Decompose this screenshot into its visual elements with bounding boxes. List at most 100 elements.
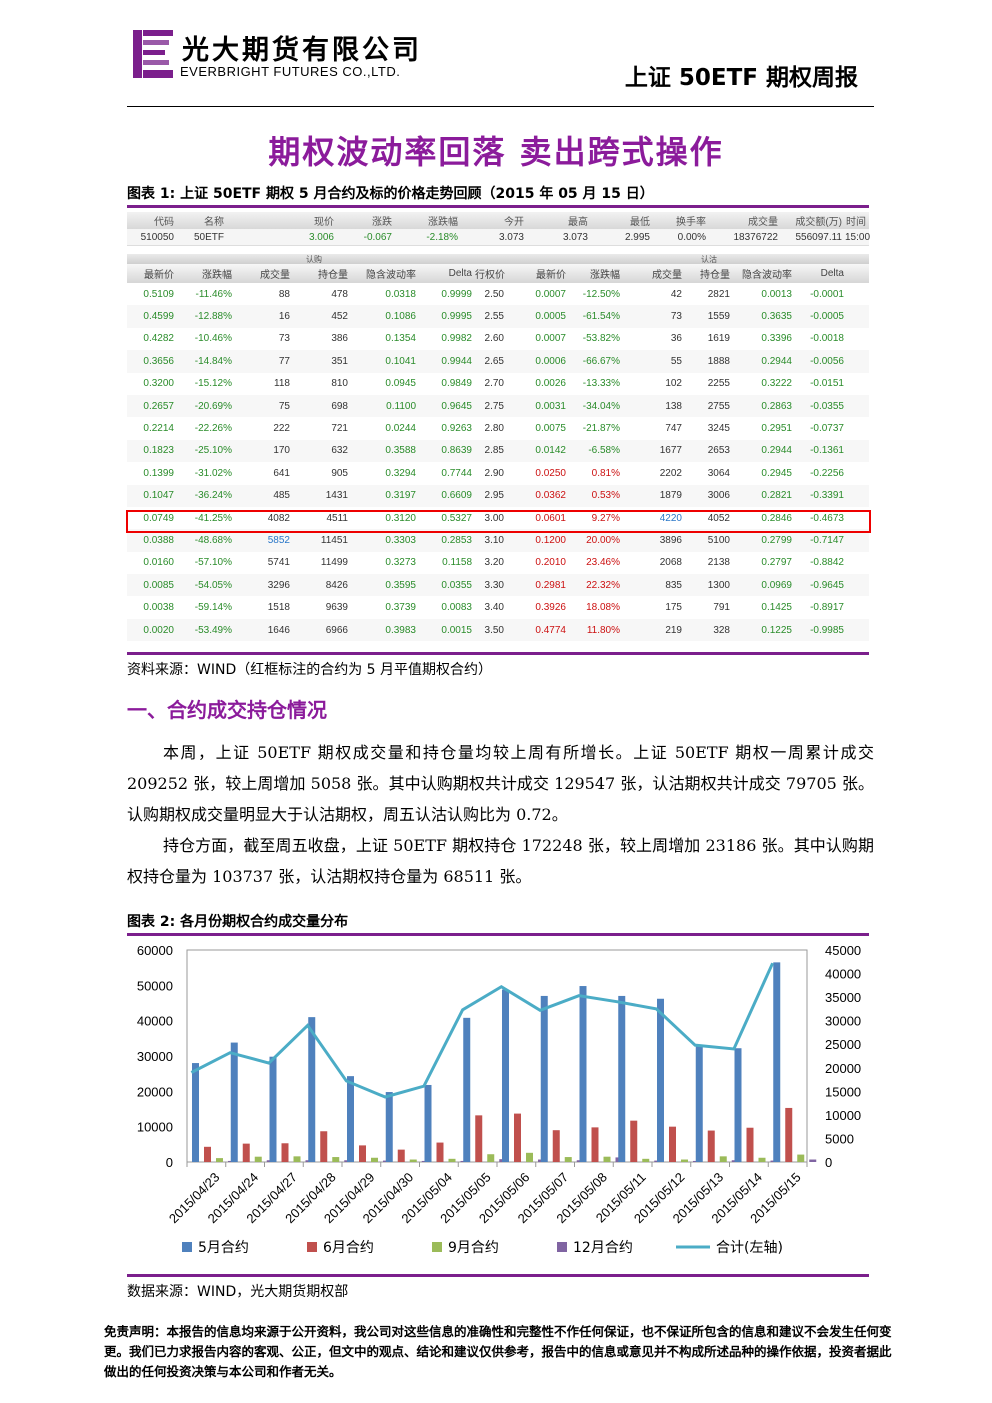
bar [695,1044,703,1162]
option-cell: 1518 [267,602,290,614]
option-cell: -0.8842 [810,557,844,569]
option-cell: 2068 [659,557,682,569]
y-right-tick-label: 40000 [825,967,861,982]
option-cell: 0.3273 [385,557,416,569]
option-cell: -15.12% [194,378,232,390]
summary-value-cell: -0.067 [363,231,392,243]
option-cell: 1879 [659,490,682,502]
option-cell: 0.4282 [143,333,174,345]
option-cell: 351 [331,355,348,367]
y-left-tick-label: 60000 [137,943,173,958]
option-cell: -41.25% [194,512,232,524]
bar [463,1017,471,1162]
option-cell: 747 [665,423,682,435]
option-cell: 0.0160 [143,557,174,569]
option-cell: 0.3983 [385,624,416,636]
option-cell: 0.2853 [441,534,472,546]
option-cell: 0.1047 [143,490,174,502]
option-cell: 1619 [707,333,730,345]
option-cell: 0.0355 [441,579,472,591]
option-cell: 1888 [707,355,730,367]
y-right-tick-label: 30000 [825,1014,861,1029]
column-header-cell: 成交量 [260,270,290,281]
legend-label: 6月合约 [323,1240,374,1256]
column-header-cell: 最新价 [536,270,566,281]
summary-value-cell: 50ETF [193,231,224,243]
y-right-tick-label: 20000 [825,1061,861,1076]
option-cell: 3.50 [484,624,504,636]
bar [216,1158,223,1162]
option-cell: 0.0244 [385,423,416,435]
paragraph-2: 持仓方面，截至周五收盘，上证 50ETF 期权持仓 172248 张，较上周增加… [127,836,874,886]
option-cell: 0.2944 [761,445,792,457]
bar [526,1152,533,1162]
option-cell: 0.0083 [441,602,472,614]
bar [591,1127,599,1162]
bar [618,995,626,1162]
bar [564,1157,572,1162]
option-cell: 0.2951 [761,423,792,435]
y-left-tick-label: 20000 [137,1084,173,1099]
option-cell: 0.81% [591,467,620,479]
option-cell: 0.0601 [535,512,566,524]
option-cell: 0.4774 [535,624,566,636]
option-cell: 485 [273,490,290,502]
legend-label: 合计(左轴) [716,1240,783,1256]
company-name-en: EVERBRIGHT FUTURES CO.,LTD. [180,64,401,79]
option-cell: 6966 [325,624,348,636]
option-cell: 75 [278,400,290,412]
option-cell: 0.9982 [441,333,472,345]
option-cell: 0.0007 [535,288,566,300]
option-cell: 0.3739 [385,602,416,614]
option-cell: 1300 [707,579,730,591]
summary-header-cell: 现价 [314,217,334,228]
section-body: 本周，上证 50ETF 期权成交量和持仓量均较上周有所增长。上证 50ETF 期… [127,737,874,892]
option-cell: 3896 [659,534,682,546]
option-row: 0.0749 -41.25% 4082 4511 0.3120 0.5327 3.00 0.0… [127,507,869,529]
option-cell: 0.2821 [761,490,792,502]
option-cell: -31.02% [194,467,232,479]
option-cell: 11499 [320,557,348,569]
option-cell: -12.50% [582,288,620,300]
option-cell: 3296 [267,579,290,591]
option-row: 0.2214 -22.26% 222 721 0.0244 0.9263 2.80 0.007… [127,417,869,439]
column-header-cell: 涨跌幅 [202,270,232,281]
option-cell: 0.1823 [143,445,174,457]
option-cell: 0.9999 [441,288,472,300]
option-cell: 0.1354 [385,333,416,345]
option-cell: 0.2657 [143,400,174,412]
company-name-cn: 光大期货有限公司 [182,35,422,66]
option-cell: -25.10% [194,445,232,457]
option-cell: 0.0038 [143,602,174,614]
bar [424,1084,432,1162]
option-cell: -0.0018 [810,333,844,345]
bar [502,989,509,1162]
y-right-tick-label: 10000 [825,1108,861,1123]
option-cell: 1677 [659,445,682,457]
option-cell: 222 [273,423,290,435]
summary-header-cell: 涨跌幅 [428,217,458,228]
option-cell: -57.10% [194,557,232,569]
option-cell: 9639 [325,602,348,614]
option-row: 0.1047 -36.24% 485 1431 0.3197 0.6609 2.95 0.03… [127,484,869,507]
option-cell: 0.0006 [535,355,566,367]
summary-header-cell: 今开 [504,217,524,228]
option-cell: -59.14% [194,602,232,614]
option-cell: 0.1100 [386,400,416,412]
option-cell: -53.82% [582,333,620,345]
summary-value-cell: 3.073 [562,231,588,243]
figure2-caption: 图表 2: 各月份期权合约成交量分布 [127,914,349,930]
column-header-cell: 成交量 [652,270,682,281]
option-cell: -53.49% [194,624,232,636]
option-cell: 0.0945 [385,378,416,390]
option-cell: 0.9645 [441,400,472,412]
figure2-bottom-rule [127,1274,869,1277]
summary-header-cell: 时间 [846,217,866,228]
option-row: 0.1823 -25.10% 170 632 0.3588 0.8639 2.85 0.014… [127,439,869,463]
option-cell: 791 [713,602,730,614]
option-cell: 0.2846 [761,512,792,524]
option-cell: 328 [713,624,730,636]
option-cell: 0.0075 [535,423,566,435]
option-cell: 2.75 [484,400,504,412]
option-cell: 0.0250 [535,467,566,479]
